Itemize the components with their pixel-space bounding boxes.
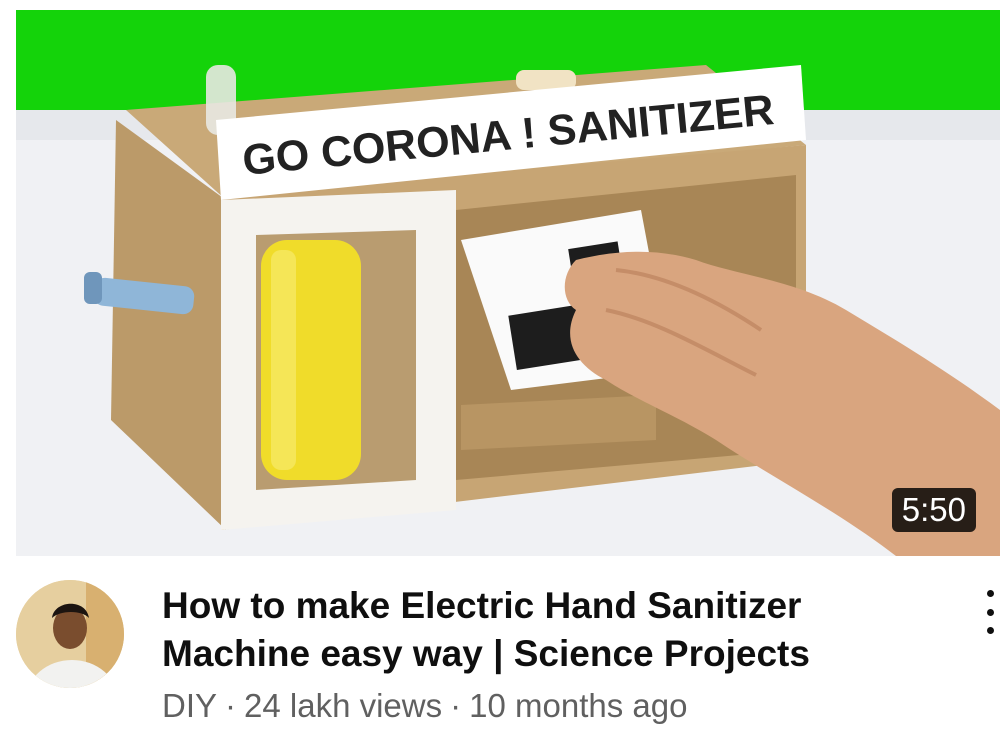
more-dot xyxy=(986,608,994,616)
more-dot xyxy=(986,627,994,634)
view-count: 24 lakh views xyxy=(244,687,443,724)
video-meta: How to make Electric Hand Sanitizer Mach… xyxy=(16,580,1008,740)
video-subtitle: DIY · 24 lakh views · 10 months ago xyxy=(162,686,687,726)
separator: · xyxy=(450,687,462,724)
upload-age: 10 months ago xyxy=(469,687,688,724)
channel-avatar[interactable] xyxy=(16,580,124,688)
more-dot xyxy=(986,590,994,597)
avatar-image xyxy=(16,580,124,688)
duration-badge: 5:50 xyxy=(891,488,976,532)
separator: · xyxy=(225,687,237,724)
more-vert-icon[interactable] xyxy=(978,590,1002,634)
channel-name[interactable]: DIY xyxy=(162,687,218,724)
video-title[interactable]: How to make Electric Hand Sanitizer Mach… xyxy=(162,585,810,674)
thumbnail-image xyxy=(16,10,1000,556)
video-thumbnail[interactable]: GO CORONA ! SANITIZER 5:50 xyxy=(16,10,1000,556)
